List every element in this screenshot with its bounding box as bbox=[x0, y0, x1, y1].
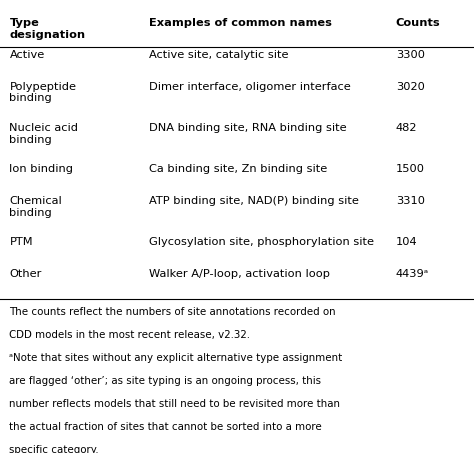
Text: Active: Active bbox=[9, 50, 45, 60]
Text: DNA binding site, RNA binding site: DNA binding site, RNA binding site bbox=[149, 123, 347, 133]
Text: The counts reflect the numbers of site annotations recorded on: The counts reflect the numbers of site a… bbox=[9, 307, 336, 317]
Text: 482: 482 bbox=[396, 123, 417, 133]
Text: 1500: 1500 bbox=[396, 164, 425, 174]
Text: are flagged ‘other’; as site typing is an ongoing process, this: are flagged ‘other’; as site typing is a… bbox=[9, 376, 321, 386]
Text: Active site, catalytic site: Active site, catalytic site bbox=[149, 50, 289, 60]
Text: Chemical
binding: Chemical binding bbox=[9, 196, 62, 217]
Text: ATP binding site, NAD(P) binding site: ATP binding site, NAD(P) binding site bbox=[149, 196, 359, 206]
Text: Polypeptide
binding: Polypeptide binding bbox=[9, 82, 76, 103]
Text: Glycosylation site, phosphorylation site: Glycosylation site, phosphorylation site bbox=[149, 237, 374, 247]
Text: Dimer interface, oligomer interface: Dimer interface, oligomer interface bbox=[149, 82, 351, 92]
Text: CDD models in the most recent release, v2.32.: CDD models in the most recent release, v… bbox=[9, 330, 250, 340]
Text: PTM: PTM bbox=[9, 237, 33, 247]
Text: Walker A/P-loop, activation loop: Walker A/P-loop, activation loop bbox=[149, 269, 330, 279]
Text: Ca binding site, Zn binding site: Ca binding site, Zn binding site bbox=[149, 164, 328, 174]
Text: 3020: 3020 bbox=[396, 82, 425, 92]
Text: the actual fraction of sites that cannot be sorted into a more: the actual fraction of sites that cannot… bbox=[9, 422, 322, 432]
Text: Nucleic acid
binding: Nucleic acid binding bbox=[9, 123, 79, 145]
Text: number reflects models that still need to be revisited more than: number reflects models that still need t… bbox=[9, 399, 340, 409]
Text: Ion binding: Ion binding bbox=[9, 164, 73, 174]
Text: Other: Other bbox=[9, 269, 42, 279]
Text: 4439ᵃ: 4439ᵃ bbox=[396, 269, 429, 279]
Text: 104: 104 bbox=[396, 237, 418, 247]
Text: 3300: 3300 bbox=[396, 50, 425, 60]
Text: Type
designation: Type designation bbox=[9, 18, 86, 40]
Text: Counts: Counts bbox=[396, 18, 440, 28]
Text: 3310: 3310 bbox=[396, 196, 425, 206]
Text: specific category.: specific category. bbox=[9, 445, 99, 453]
Text: Examples of common names: Examples of common names bbox=[149, 18, 332, 28]
Text: ᵃNote that sites without any explicit alternative type assignment: ᵃNote that sites without any explicit al… bbox=[9, 353, 343, 363]
